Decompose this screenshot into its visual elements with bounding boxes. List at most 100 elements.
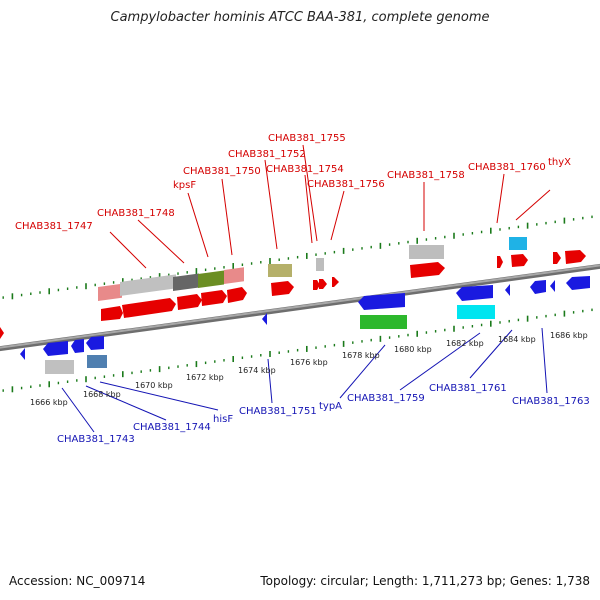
axis-tick-label: 1672 kbp	[186, 373, 224, 382]
gene-left-edge-arrow	[0, 327, 4, 339]
gene-thyx-b-arrow	[565, 250, 586, 264]
gene-1761b-arrow	[530, 280, 546, 294]
gene-label-reverse: typA	[319, 401, 342, 412]
feature-1759-region	[457, 305, 495, 319]
axis-tick-label: 1680 kbp	[394, 345, 432, 354]
feature-1743-region	[45, 360, 74, 374]
forward-genes	[0, 237, 586, 339]
gene-label-forward: CHAB381_1758	[387, 170, 465, 181]
gene-1761-arrow	[505, 284, 510, 296]
feature-1747-region	[98, 283, 122, 302]
gene-1755-arrow	[313, 280, 320, 290]
axis-tick-label: 1684 kbp	[498, 335, 536, 344]
gene-1743b-arrow	[71, 339, 84, 353]
feature-1760-region	[509, 237, 527, 250]
gene-1752-arrow	[271, 281, 294, 296]
axis-tick-label: 1666 kbp	[30, 398, 68, 407]
leader-lines	[61, 144, 551, 433]
gene-1758-arrow	[410, 262, 445, 278]
gene-typa-arrow	[358, 293, 405, 310]
gene-label-forward: CHAB381_1756	[307, 179, 385, 190]
gene-1763-arrow	[550, 280, 555, 292]
gene-label-reverse: CHAB381_1751	[239, 406, 317, 417]
axis-tick-label: 1676 kbp	[290, 358, 328, 367]
gene-1744-arrow	[86, 336, 104, 350]
cds-row-forward	[0, 250, 586, 339]
gene-1760-arrow	[497, 256, 503, 268]
gene-label-reverse: CHAB381_1743	[57, 434, 135, 445]
reverse-tick-row	[2, 308, 593, 393]
leader-line-1763	[541, 327, 548, 394]
feature-1758-region	[409, 245, 444, 259]
feature-1748-region	[120, 274, 176, 296]
gene-label-reverse: CHAB381_1744	[133, 422, 211, 433]
gene-1756-arrow	[332, 277, 339, 287]
axis-tick-label: 1686 kbp	[550, 331, 588, 340]
leader-line-1755	[302, 144, 318, 242]
gene-1760b-arrow	[511, 254, 528, 267]
forward-gene-labels: CHAB381_1747 CHAB381_1748 kpsF CHAB381_1750…	[15, 133, 571, 232]
axis-tick-label: 1678 kbp	[342, 351, 380, 360]
gene-1747-arrow	[101, 306, 123, 321]
gene-1763b-arrow	[566, 276, 590, 290]
leader-line-1744	[85, 385, 167, 421]
gene-label-forward: CHAB381_1754	[266, 164, 344, 175]
gene-thyx-arrow	[553, 252, 561, 264]
gene-label-forward: kpsF	[173, 180, 196, 191]
leader-line-1751	[267, 358, 273, 404]
axis-tick-label: 1668 kbp	[83, 390, 121, 399]
leader-line-thyx	[515, 189, 551, 221]
gene-kpsf-arrow	[177, 294, 202, 310]
feature-row-reverse-outer	[45, 305, 495, 374]
leader-line-1754	[304, 174, 313, 244]
accession-text: Accession: NC_009714	[9, 574, 146, 588]
gene-1750b-arrow	[227, 287, 247, 303]
reverse-genes	[20, 276, 590, 374]
axis-tick-label: 1682 kbp	[446, 339, 484, 348]
feature-kpsf-region	[173, 273, 199, 291]
leader-line-hisf	[99, 381, 219, 411]
axis-tick-label: 1674 kbp	[238, 366, 276, 375]
leader-line-1747	[109, 231, 147, 269]
genome-summary-text: Topology: circular; Length: 1,711,273 bp…	[260, 574, 590, 588]
leader-line-1759	[399, 332, 481, 391]
leader-line-1761	[469, 329, 513, 379]
gene-label-forward: thyX	[548, 157, 571, 168]
leader-line-1760	[496, 173, 505, 224]
gene-label-forward: CHAB381_1748	[97, 208, 175, 219]
feature-1754-region	[316, 258, 324, 271]
feature-typa-region	[360, 315, 407, 329]
feature-1750b-region	[224, 267, 244, 284]
leader-line-typa	[339, 344, 386, 399]
cds-row-reverse	[20, 276, 590, 360]
axis-tick-label: 1670 kbp	[135, 381, 173, 390]
gene-label-forward: CHAB381_1750	[183, 166, 261, 177]
leader-line-1748	[137, 219, 185, 264]
leader-line-1752	[264, 159, 278, 250]
gene-label-forward: CHAB381_1747	[15, 221, 93, 232]
gene-1743-arrow	[43, 341, 68, 356]
leader-line-1756	[330, 190, 345, 241]
gene-1759-arrow	[456, 285, 493, 301]
axis-tick-labels: 1666 kbp 1668 kbp 1670 kbp 1672 kbp 1674 kbp…	[30, 331, 588, 407]
gene-1754-arrow	[319, 279, 327, 289]
feature-1744-region	[87, 355, 107, 368]
feature-1752-region	[268, 264, 292, 277]
leader-line-1743	[61, 387, 95, 433]
gene-label-reverse: hisF	[213, 414, 233, 425]
gene-1750-arrow	[201, 290, 227, 306]
leader-line-kpsf	[187, 192, 209, 258]
gene-label-reverse: CHAB381_1763	[512, 396, 590, 407]
feature-1750-region	[198, 270, 224, 288]
gene-label-reverse: CHAB381_1761	[429, 383, 507, 394]
gene-1748-arrow	[122, 298, 176, 318]
gene-1751-arrow	[262, 313, 267, 325]
gene-label-forward: CHAB381_1760	[468, 162, 546, 173]
gene-label-reverse: CHAB381_1759	[347, 393, 425, 404]
feature-row-forward-outer	[98, 237, 527, 302]
map-title: Campylobacter hominis ATCC BAA-381, comp…	[110, 10, 490, 25]
gene-left-edge-rev-arrow	[20, 348, 25, 360]
gene-label-forward: CHAB381_1755	[268, 133, 346, 144]
